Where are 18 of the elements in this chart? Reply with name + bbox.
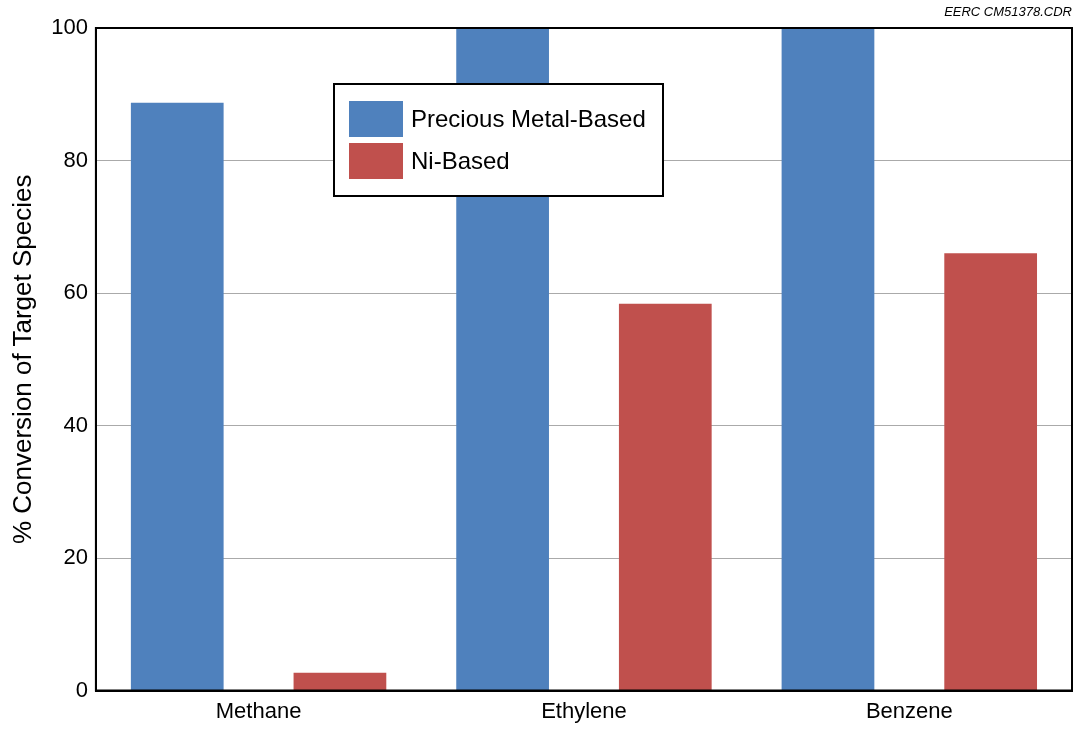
- y-tick-label: 40: [63, 411, 88, 437]
- y-tick-label: 80: [63, 146, 88, 172]
- bar: [944, 253, 1038, 691]
- bar: [130, 102, 224, 691]
- y-tick-label: 100: [51, 14, 88, 40]
- y-tick-label: 20: [63, 544, 88, 570]
- y-tick-label: 60: [63, 279, 88, 305]
- x-tick-label: Benzene: [865, 697, 953, 723]
- legend-label: Precious Metal-Based: [411, 105, 646, 133]
- x-tick-label: Methane: [215, 697, 302, 723]
- bar: [618, 303, 712, 691]
- y-axis-title: % Conversion of Target Species: [6, 174, 37, 545]
- legend-label: Ni-Based: [411, 147, 510, 175]
- y-tick-label: 0: [75, 676, 88, 702]
- bar: [293, 672, 387, 691]
- bar: [781, 28, 875, 691]
- x-tick-label: Ethylene: [541, 697, 627, 723]
- text: EERC CM51378.CDR: [944, 4, 1072, 19]
